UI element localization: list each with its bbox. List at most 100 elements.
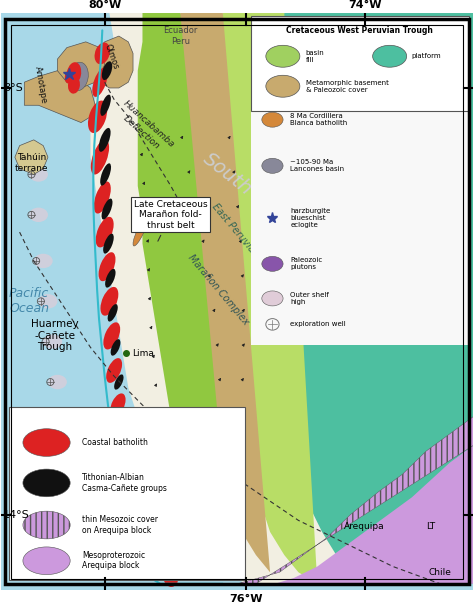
Ellipse shape [69,62,88,91]
Text: 8 Ma Cordillera
Blanca batholith: 8 Ma Cordillera Blanca batholith [291,113,347,126]
Ellipse shape [94,181,111,214]
Text: Late Cretaceous
Marañon fold-
thrust belt: Late Cretaceous Marañon fold- thrust bel… [134,200,208,241]
Text: Metamorphic basement
& Paleozoic cover: Metamorphic basement & Paleozoic cover [306,80,388,93]
Polygon shape [57,42,105,88]
Ellipse shape [23,547,70,574]
Text: basin
fill: basin fill [306,50,324,63]
Polygon shape [256,445,474,584]
Ellipse shape [88,100,107,133]
Ellipse shape [125,445,134,458]
Ellipse shape [262,112,283,127]
FancyBboxPatch shape [251,16,469,111]
Polygon shape [237,417,474,584]
Polygon shape [15,140,48,175]
Ellipse shape [128,498,143,519]
Text: Tahúin
terrane: Tahúin terrane [15,153,48,173]
Text: 76°W: 76°W [230,594,263,604]
Text: East Peruvian trough: East Peruvian trough [210,201,283,286]
Ellipse shape [68,77,80,94]
Ellipse shape [38,294,57,309]
Text: thin Mesozoic cover
on Arequipa block: thin Mesozoic cover on Arequipa block [82,515,158,535]
Text: Cretaceous West Peruvian Trough: Cretaceous West Peruvian Trough [286,26,433,34]
Ellipse shape [108,304,118,321]
Ellipse shape [102,61,112,80]
Ellipse shape [91,140,109,175]
Ellipse shape [105,269,116,288]
Text: harzburgite
blueschist
eclogite: harzburgite blueschist eclogite [291,208,331,228]
Ellipse shape [23,429,70,457]
Ellipse shape [266,45,300,67]
Ellipse shape [262,256,283,271]
Ellipse shape [149,551,164,570]
Text: Huarmey
-Cañete
Trough: Huarmey -Cañete Trough [31,320,79,353]
Text: 74°W: 74°W [348,0,382,10]
Ellipse shape [121,464,136,484]
Text: South
America: South America [303,251,388,329]
Ellipse shape [106,358,122,383]
Polygon shape [138,13,232,572]
Ellipse shape [262,158,283,173]
Ellipse shape [114,374,124,390]
Text: platform: platform [412,53,441,59]
Ellipse shape [266,76,300,97]
Ellipse shape [29,167,48,182]
Text: South: South [200,150,255,199]
Ellipse shape [65,69,73,83]
Text: Chile: Chile [429,568,452,577]
Ellipse shape [43,335,62,349]
Ellipse shape [137,528,153,548]
Ellipse shape [96,217,114,248]
Ellipse shape [131,480,140,492]
Text: Olmos: Olmos [103,42,120,70]
Ellipse shape [133,218,147,246]
Ellipse shape [110,339,120,356]
Ellipse shape [110,393,126,417]
Ellipse shape [99,252,116,281]
Ellipse shape [67,62,81,85]
Text: Arequipa: Arequipa [344,522,385,531]
Text: Coastal batholith: Coastal batholith [82,438,148,447]
Ellipse shape [100,163,111,185]
FancyBboxPatch shape [251,111,469,344]
Ellipse shape [140,514,149,527]
Text: Lima: Lima [132,349,154,358]
Ellipse shape [115,429,130,451]
Polygon shape [251,13,474,584]
Text: Paleozoic
plutons: Paleozoic plutons [291,257,323,271]
Text: Huancabamba
Deflection: Huancabamba Deflection [114,99,176,158]
Text: axis of modern trench: axis of modern trench [145,446,235,503]
Text: Marañon Complex: Marañon Complex [186,252,250,327]
Ellipse shape [34,254,53,268]
Text: 80°W: 80°W [88,0,121,10]
Ellipse shape [103,234,114,254]
Text: exploration well: exploration well [291,321,346,327]
Ellipse shape [23,511,70,539]
Text: Amotape: Amotape [33,66,49,104]
Ellipse shape [94,42,110,64]
Text: Mesoproterozoic
Arequipa block: Mesoproterozoic Arequipa block [82,551,145,570]
Text: Ecuador
Peru: Ecuador Peru [163,27,198,46]
Polygon shape [24,71,95,123]
Text: Pacific
Ocean: Pacific Ocean [9,288,49,315]
Ellipse shape [99,128,110,152]
Ellipse shape [101,199,112,219]
Ellipse shape [92,68,108,97]
Text: Outer shelf
high: Outer shelf high [291,292,329,305]
Polygon shape [209,13,318,584]
Text: 8°S: 8°S [3,83,23,93]
Text: LT: LT [426,522,435,531]
Ellipse shape [262,291,283,306]
Polygon shape [171,13,270,572]
Ellipse shape [100,95,111,116]
FancyBboxPatch shape [9,407,245,580]
Text: Tithonian-Albian
Casma-Cañete groups: Tithonian-Albian Casma-Cañete groups [82,473,167,493]
Ellipse shape [23,469,70,496]
Ellipse shape [103,323,120,350]
Ellipse shape [48,375,67,389]
Polygon shape [95,36,133,88]
Ellipse shape [373,45,407,67]
Text: ~105-90 Ma
Lancones basin: ~105-90 Ma Lancones basin [291,159,345,172]
Ellipse shape [164,569,178,587]
Ellipse shape [100,287,118,316]
Ellipse shape [29,208,48,222]
